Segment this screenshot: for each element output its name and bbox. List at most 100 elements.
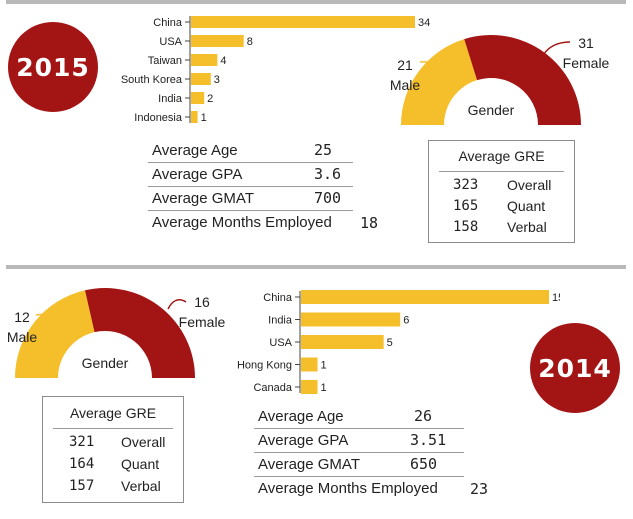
stat-label: Average GMAT <box>258 455 360 473</box>
stat-value: 18 <box>360 214 379 232</box>
male-count-label: 12 <box>14 309 30 325</box>
year-badge-2015: 2015 <box>8 22 98 112</box>
bar-value-label: 1 <box>321 382 327 394</box>
bar-value-label: 4 <box>220 55 226 67</box>
stat-value: 26 <box>414 407 433 425</box>
bar-chart-2014: China 15 India 6 USA 5 Hong Kong 1 Canada 1 <box>237 290 560 394</box>
female-leader-line <box>543 41 571 55</box>
bar-value-label: 34 <box>418 17 430 29</box>
stat-label: Average Months Employed <box>258 479 438 497</box>
bar <box>191 54 218 66</box>
stat-value: 3.6 <box>314 165 342 183</box>
stat-value: 23 <box>470 480 489 498</box>
gender-slice-male <box>401 39 478 126</box>
gender-chart-2014: Gender 12 Male 16 Female <box>7 288 226 378</box>
category-label: China <box>263 292 293 304</box>
bar-value-label: 5 <box>387 337 393 349</box>
bar-value-label: 3 <box>214 74 220 86</box>
stat-label: Average Months Employed <box>152 213 332 231</box>
bar <box>191 35 244 47</box>
category-label: Indonesia <box>134 112 183 124</box>
stats-table-2015: Average Age 25 Average GPA 3.6 Average G… <box>148 138 398 243</box>
gender-center-label: Gender <box>468 102 515 118</box>
bar <box>301 335 384 349</box>
category-label: China <box>153 17 183 29</box>
gre-value: 321 <box>69 434 95 450</box>
male-label: Male <box>7 329 38 345</box>
gre-value: 157 <box>69 478 95 494</box>
gre-divider <box>53 428 173 429</box>
section-separator <box>6 265 626 269</box>
category-label: Taiwan <box>148 55 182 67</box>
top-separator <box>6 0 626 4</box>
bar <box>191 16 415 28</box>
stat-row: Average GMAT 700 <box>148 186 353 211</box>
bar-chart-2015: China 34 USA 8 Taiwan 4 South Korea 3 India 2 Indo… <box>121 16 430 124</box>
stat-label: Average Age <box>152 141 238 159</box>
female-leader-line <box>167 299 187 310</box>
bar-value-label: 6 <box>403 315 409 327</box>
stat-label: Average GPA <box>258 431 349 449</box>
male-label: Male <box>390 77 421 93</box>
gre-divider <box>439 171 564 172</box>
bar <box>301 380 318 394</box>
stat-label: Average Age <box>258 407 344 425</box>
bar <box>191 111 198 123</box>
stat-row: Average Months Employed 23 <box>254 476 499 500</box>
bar <box>301 357 318 372</box>
bar-value-label: 15 <box>552 292 560 304</box>
category-label: South Korea <box>121 74 183 86</box>
stat-row: Average GPA 3.6 <box>148 162 353 187</box>
category-label: Hong Kong <box>237 360 292 372</box>
bar-value-label: 1 <box>201 112 207 124</box>
male-leader-line <box>419 60 447 81</box>
male-leader-line <box>35 313 67 322</box>
gre-label: Quant <box>121 456 160 472</box>
bar <box>191 92 205 104</box>
gre-value: 165 <box>453 198 479 214</box>
female-count-label: 16 <box>194 294 210 310</box>
gre-label: Verbal <box>121 478 161 494</box>
bar-value-label: 2 <box>207 93 213 105</box>
stat-row: Average GMAT 650 <box>254 452 464 477</box>
stat-value: 3.51 <box>410 431 447 449</box>
bar <box>301 290 549 304</box>
stat-value: 650 <box>410 455 438 473</box>
gre-label: Overall <box>507 177 552 193</box>
stat-value: 25 <box>314 141 333 159</box>
female-count-label: 31 <box>578 35 594 51</box>
gre-label: Verbal <box>507 219 547 235</box>
stats-table-2014: Average Age 26 Average GPA 3.51 Average … <box>254 404 514 504</box>
gre-title: Average GRE <box>69 405 157 421</box>
female-label: Female <box>179 314 226 330</box>
gender-center-label: Gender <box>82 355 129 371</box>
gre-value: 164 <box>69 456 95 472</box>
stat-row: Average Age 25 <box>148 138 353 163</box>
stat-row: Average GPA 3.51 <box>254 428 464 453</box>
female-label: Female <box>563 55 610 71</box>
category-label: India <box>268 315 293 327</box>
gender-slice-male <box>15 290 95 378</box>
stat-label: Average GMAT <box>152 189 254 207</box>
gender-slice-female <box>84 288 195 378</box>
gre-label: Overall <box>121 434 166 450</box>
gre-label: Quant <box>507 198 546 214</box>
stat-label: Average GPA <box>152 165 243 183</box>
stat-value: 700 <box>314 189 342 207</box>
bar <box>301 312 401 327</box>
bar-value-label: 1 <box>321 360 327 372</box>
gre-title: Average GRE <box>458 148 545 164</box>
bar <box>191 73 211 85</box>
category-label: USA <box>159 36 182 48</box>
gender-slice-female <box>464 35 581 125</box>
male-count-label: 21 <box>397 57 413 73</box>
category-label: USA <box>269 337 292 349</box>
category-label: India <box>158 93 183 105</box>
bar-value-label: 8 <box>247 36 253 48</box>
gre-box-2014: Average GRE 321 Overall 164 Quant 157 Ve… <box>42 396 184 503</box>
stat-row: Average Age 26 <box>254 404 464 429</box>
year-badge-2014: 2014 <box>530 323 620 413</box>
gre-value: 323 <box>453 177 479 193</box>
gre-value: 158 <box>453 219 479 235</box>
gre-box-2015: Average GRE 323 Overall 165 Quant 158 Ve… <box>428 140 575 243</box>
